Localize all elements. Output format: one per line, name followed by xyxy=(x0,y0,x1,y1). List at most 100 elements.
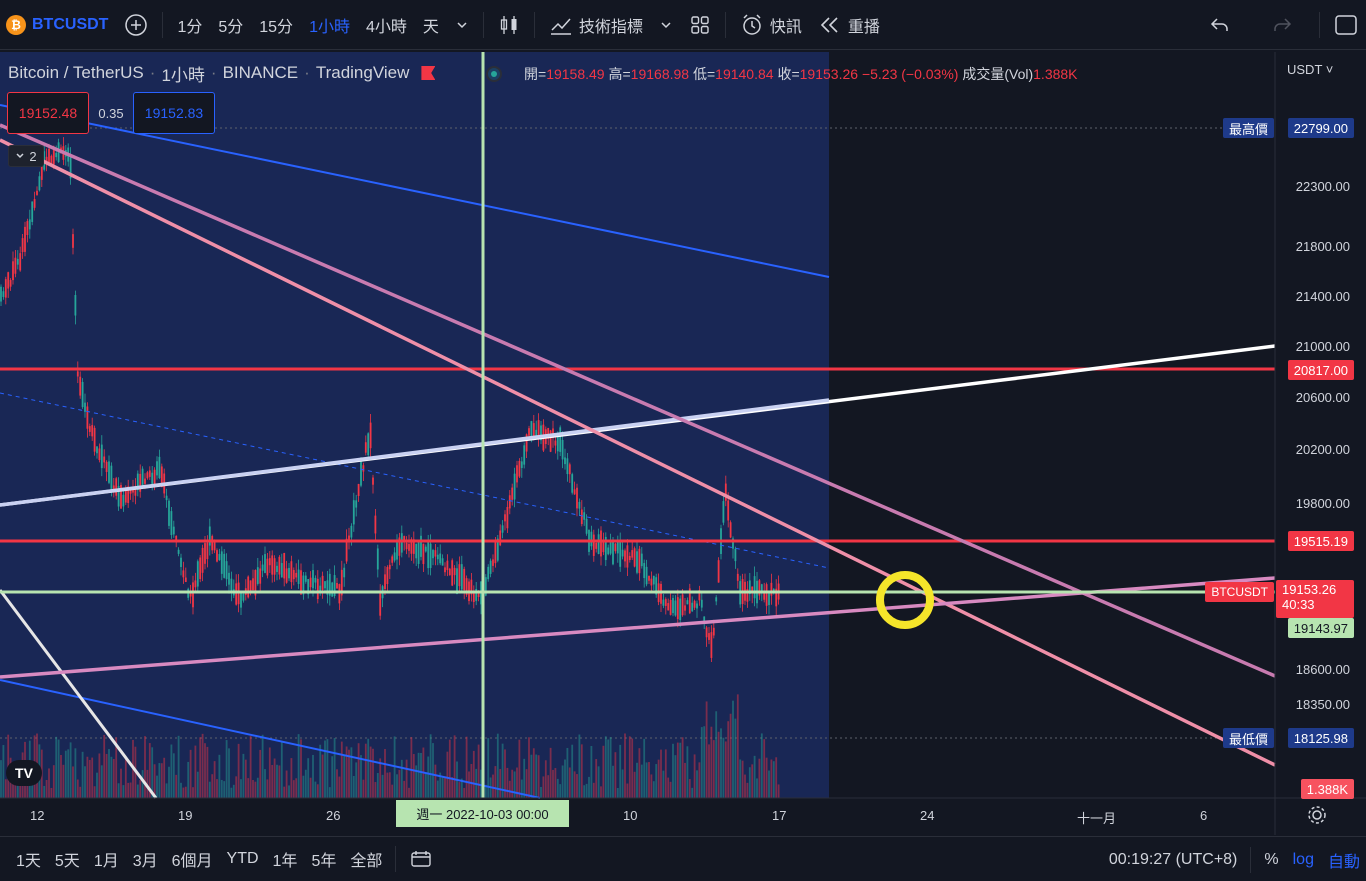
interval-15m[interactable]: 15分 xyxy=(259,18,294,36)
volume-bar xyxy=(45,779,48,798)
pink-ascending-line[interactable] xyxy=(0,576,1276,679)
highlight-circle[interactable] xyxy=(876,571,934,629)
lavender-ascending-line[interactable] xyxy=(0,398,830,507)
range-all[interactable]: 全部 xyxy=(350,853,383,870)
range-6m[interactable]: 6個月 xyxy=(171,853,213,870)
candle-body xyxy=(580,509,583,525)
candle-body xyxy=(28,219,31,230)
add-symbol-button[interactable] xyxy=(116,0,156,50)
undo-button[interactable] xyxy=(1189,0,1251,50)
volume-bar xyxy=(616,787,619,798)
white-steep-line[interactable] xyxy=(0,589,158,799)
volume-bar xyxy=(100,765,103,798)
range-ytd[interactable]: YTD xyxy=(226,850,259,867)
candle-body xyxy=(74,295,77,316)
volume-bar xyxy=(76,779,79,798)
volume-bar xyxy=(127,782,130,798)
candle-body xyxy=(549,430,552,452)
volume-bar xyxy=(508,780,511,798)
blue-lower-trendline[interactable] xyxy=(0,679,541,799)
fullscreen-button[interactable] xyxy=(1326,0,1366,50)
volume-bar xyxy=(136,784,139,798)
volume-bar xyxy=(110,756,113,798)
interval-dropdown[interactable] xyxy=(447,0,477,50)
volume-bar xyxy=(254,781,257,798)
interval-1m[interactable]: 1分 xyxy=(177,18,203,36)
range-5y[interactable]: 5年 xyxy=(311,853,337,870)
candle-body xyxy=(177,549,180,554)
volume-bar xyxy=(180,782,182,798)
volume-bar xyxy=(244,759,247,798)
volume-bar xyxy=(177,735,180,798)
volume-bar xyxy=(748,767,751,798)
chart-settings-button[interactable] xyxy=(1306,804,1328,831)
interval-1h[interactable]: 1小時 xyxy=(309,18,350,36)
range-1m[interactable]: 1月 xyxy=(93,853,119,870)
candle-body xyxy=(422,543,425,565)
candle-body xyxy=(285,568,288,583)
candle-body xyxy=(55,152,58,158)
candle-body xyxy=(319,585,322,592)
candle-body xyxy=(223,553,226,578)
candle-body xyxy=(712,627,715,636)
undo-icon xyxy=(1210,17,1228,31)
volume-bar xyxy=(448,739,451,798)
volume-bar xyxy=(753,755,756,798)
pink-descending-line-1[interactable] xyxy=(0,123,1276,678)
price-range-box[interactable] xyxy=(0,52,829,798)
clock[interactable]: 00:19:27 (UTC+8) xyxy=(1108,850,1238,868)
interval-5m[interactable]: 5分 xyxy=(218,18,244,36)
sell-button[interactable]: 19152.48 xyxy=(7,92,89,134)
buy-button[interactable]: 19152.83 xyxy=(133,92,215,134)
candle-body xyxy=(667,603,670,611)
interval-1d[interactable]: 天 xyxy=(422,18,439,36)
candle-body xyxy=(698,590,701,601)
candle-body xyxy=(655,577,658,595)
range-3m[interactable]: 3月 xyxy=(132,853,158,870)
candle-body xyxy=(242,593,245,601)
symbol-search[interactable]: ₿ BTCUSDT xyxy=(0,0,116,50)
replay-button[interactable]: 重播 xyxy=(810,0,888,50)
collapse-indicators-button[interactable]: 2 xyxy=(8,145,44,167)
candle-body xyxy=(758,580,761,596)
range-5d[interactable]: 5天 xyxy=(54,853,80,870)
volume-bar xyxy=(151,747,154,798)
replay-label: 重播 xyxy=(847,18,880,36)
blue-dashed-midline[interactable] xyxy=(0,392,830,569)
interval-4h[interactable]: 4小時 xyxy=(365,18,407,36)
volume-bar xyxy=(571,744,574,798)
range-1d[interactable]: 1天 xyxy=(16,853,41,870)
candle-body xyxy=(204,543,206,564)
volume-bar xyxy=(115,737,118,798)
price-tick: 21000.00 xyxy=(1295,339,1350,354)
range-1y[interactable]: 1年 xyxy=(272,853,298,870)
indicators-button[interactable]: 技術指標 xyxy=(541,0,651,50)
pink-descending-line-2[interactable] xyxy=(0,138,1276,767)
candle-body xyxy=(559,427,562,452)
volume-bar xyxy=(386,772,389,798)
candle-body xyxy=(309,577,312,588)
auto-toggle[interactable]: 自動 xyxy=(1327,853,1360,871)
log-toggle[interactable]: log xyxy=(1292,850,1314,868)
alert-button[interactable]: 快訊 xyxy=(732,0,810,50)
percent-toggle[interactable]: % xyxy=(1264,850,1279,868)
volume-bar xyxy=(626,783,629,798)
volume-bar xyxy=(108,749,110,798)
candle-body xyxy=(4,279,7,298)
layout-button[interactable] xyxy=(681,0,719,50)
candle-body xyxy=(384,574,386,589)
indicators-dropdown[interactable] xyxy=(651,0,681,50)
market-status-icon[interactable] xyxy=(486,66,502,82)
volume-bar xyxy=(420,752,422,798)
flag-icon[interactable] xyxy=(421,66,436,80)
separator xyxy=(1250,846,1252,873)
goto-date-button[interactable] xyxy=(402,849,440,869)
chart-type-button[interactable] xyxy=(490,0,528,50)
candle-body xyxy=(715,597,718,602)
tradingview-logo[interactable]: TV xyxy=(6,760,42,786)
redo-button[interactable] xyxy=(1251,0,1313,50)
currency-selector[interactable]: USDT ˅ xyxy=(1287,62,1334,77)
chart-legend[interactable]: Bitcoin / TetherUS · 1小時 · BINANCE · Tra… xyxy=(8,62,436,85)
chevron-down-icon xyxy=(16,153,24,159)
